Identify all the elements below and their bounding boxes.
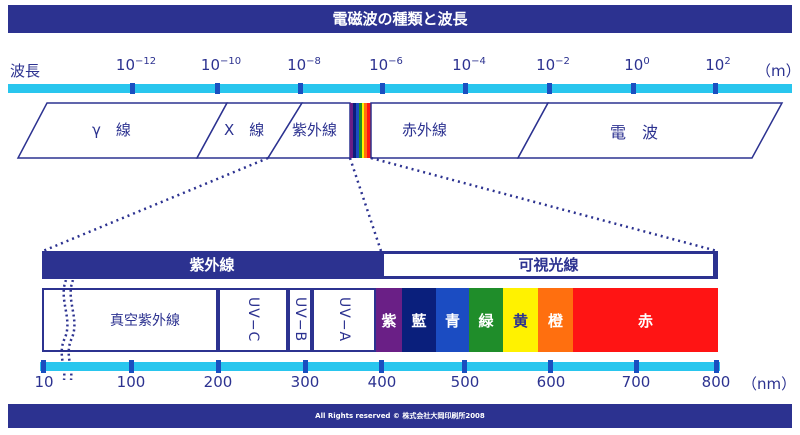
nm-tick-label: 100 (116, 373, 146, 391)
uvc-segment: UV−C (218, 288, 288, 352)
nm-tick-label: 10 (34, 373, 54, 391)
visible-strip-orange (364, 103, 367, 158)
wavelength-unit: （m） (756, 62, 800, 80)
green-segment: 緑 (469, 288, 503, 352)
violet-segment: 紫 (376, 288, 402, 352)
top-tick: 10−12 (115, 56, 157, 74)
uvc-label: UV−C (245, 297, 261, 343)
top-tick: 10−4 (452, 56, 486, 74)
ir-band (370, 102, 550, 159)
nm-axis-marker (634, 360, 639, 373)
top-tick: 102 (705, 56, 731, 74)
red-segment: 赤 (573, 288, 718, 352)
axis-break-mark (60, 280, 76, 380)
nm-unit: （nm） (742, 375, 797, 393)
visible-strip-green (359, 103, 362, 158)
top-tick: 10−8 (287, 56, 321, 74)
visible-strip-blue (356, 103, 359, 158)
nm-axis-marker (462, 360, 467, 373)
top-axis-marker (631, 83, 636, 94)
uv-header-label: 紫外線 (189, 256, 235, 274)
top-axis-marker (713, 83, 718, 94)
zoom-line-mid (348, 157, 383, 252)
vacuum-uv-segment: 真空紫外線 (42, 288, 218, 352)
uvb-label: UV−B (292, 297, 308, 343)
yellow-segment: 黄 (503, 288, 538, 352)
top-axis-bar (8, 84, 792, 93)
nm-tick-label: 500 (450, 373, 480, 391)
top-axis-marker (215, 83, 220, 94)
top-tick: 100 (624, 56, 650, 74)
orange-segment: 橙 (538, 288, 573, 352)
xray-band-label: X 線 (224, 121, 265, 139)
visible-header-box: 可視光線 (384, 254, 713, 276)
visible-strip-yellow (362, 103, 364, 158)
uva-segment: UV−A (312, 288, 376, 352)
nm-axis-marker (41, 360, 46, 373)
indigo-segment: 藍 (402, 288, 436, 352)
nm-axis-marker (216, 360, 221, 373)
top-tick: 10−2 (536, 56, 570, 74)
lower-header: 紫外線 可視光線 (42, 251, 718, 279)
visible-header-label: 可視光線 (518, 256, 579, 274)
blue-segment: 青 (436, 288, 469, 352)
page-title: 電磁波の種類と波長 (332, 10, 468, 28)
zoom-line-right (370, 156, 718, 253)
gamma-band-label: γ 線 (92, 121, 131, 139)
nm-tick-label: 200 (203, 373, 233, 391)
top-axis-marker (130, 83, 135, 94)
top-axis-marker (547, 83, 552, 94)
zoom-line-left (42, 156, 269, 253)
title-band: 電磁波の種類と波長 (8, 5, 792, 33)
radio-band-label: 電 波 (610, 123, 659, 142)
top-axis-marker (298, 83, 303, 94)
top-tick: 10−6 (369, 56, 403, 74)
ir-band-label: 赤外線 (402, 121, 448, 139)
nm-tick-label: 400 (367, 373, 397, 391)
radio-band (516, 102, 784, 159)
nm-tick-label: 300 (290, 373, 320, 391)
footer-band: All Rights reserved © 株式会社大岡印刷所2008 (8, 404, 792, 428)
nm-axis-marker (548, 360, 553, 373)
visible-strip-indigo (353, 103, 356, 158)
nm-axis-marker (714, 360, 719, 373)
visible-strip-red (367, 103, 371, 158)
uv-band-label: 紫外線 (292, 121, 338, 139)
vacuum-uv-label: 真空紫外線 (110, 313, 180, 329)
nm-axis-marker (129, 360, 134, 373)
top-tick: 10−10 (200, 56, 242, 74)
top-axis-marker (463, 83, 468, 94)
nm-tick-label: 800 (701, 373, 731, 391)
wavelength-label: 波長 (10, 62, 41, 80)
uvb-segment: UV−B (288, 288, 312, 352)
uva-label: UV−A (336, 297, 352, 343)
copyright-text: All Rights reserved © 株式会社大岡印刷所2008 (315, 412, 485, 420)
nm-axis-marker (303, 360, 308, 373)
visible-strip-violet (350, 103, 353, 158)
nm-tick-label: 600 (536, 373, 566, 391)
top-axis-marker (380, 83, 385, 94)
nm-axis-marker (379, 360, 384, 373)
nm-tick-label: 700 (621, 373, 651, 391)
